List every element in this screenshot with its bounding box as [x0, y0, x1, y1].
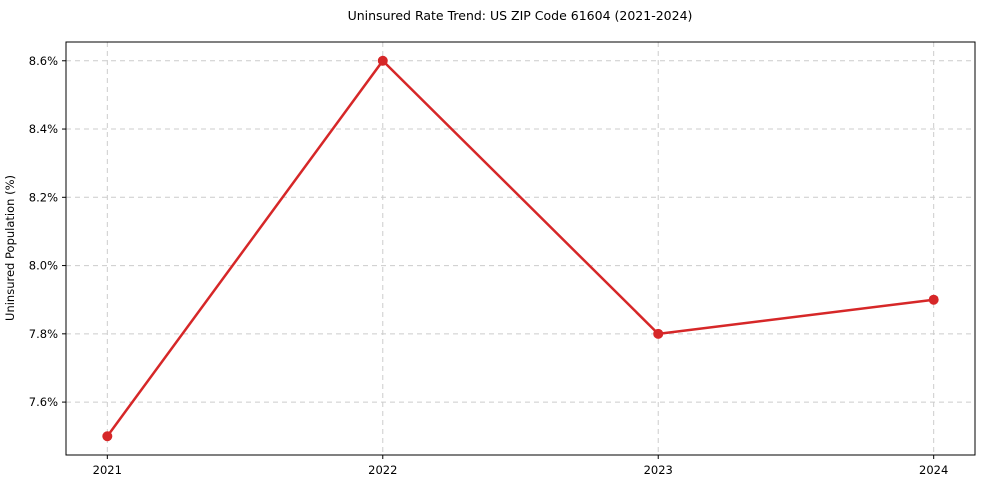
- chart-title: Uninsured Rate Trend: US ZIP Code 61604 …: [348, 8, 693, 23]
- x-tick-label: 2021: [93, 463, 122, 477]
- y-tick-label: 8.6%: [29, 54, 58, 68]
- y-tick-label: 8.4%: [29, 122, 58, 136]
- x-tick-label: 2023: [644, 463, 673, 477]
- y-tick-label: 7.8%: [29, 327, 58, 341]
- y-tick-label: 8.2%: [29, 190, 58, 204]
- data-series: [102, 55, 939, 442]
- data-point-marker: [102, 431, 113, 442]
- y-axis-label: Uninsured Population (%): [3, 175, 17, 321]
- data-point-marker: [928, 294, 939, 305]
- y-tick-label: 7.6%: [29, 395, 58, 409]
- x-tick-label: 2022: [368, 463, 397, 477]
- data-point-marker: [377, 55, 388, 66]
- plot-border: [65, 41, 976, 456]
- x-tick-label: 2024: [919, 463, 948, 477]
- gridlines: [66, 42, 975, 455]
- trend-line: [106, 59, 935, 438]
- data-point-marker: [653, 328, 664, 339]
- y-tick-label: 8.0%: [29, 259, 58, 273]
- axes: 7.6% 7.8% 8.0% 8.2% 8.4% 8.6% 2021 2022 2023 2024: [29, 41, 976, 477]
